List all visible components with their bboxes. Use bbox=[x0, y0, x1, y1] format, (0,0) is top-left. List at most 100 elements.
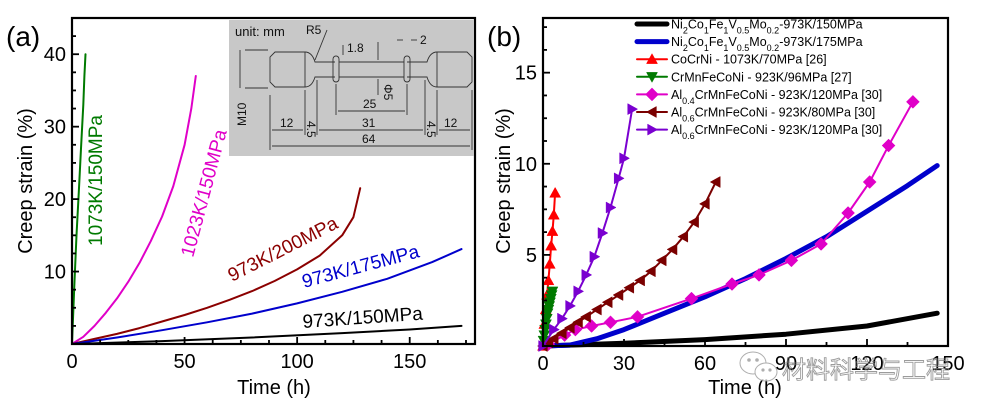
data-point-triangle-left bbox=[572, 316, 583, 329]
panel-b-axes: 0 30 60 90 120 150 5 10 15 bbox=[515, 16, 965, 375]
data-point-triangle-right bbox=[613, 172, 625, 185]
data-point-diamond bbox=[725, 277, 739, 291]
data-point-triangle-left bbox=[580, 310, 591, 323]
curve-label-973k-150: 973K/150MPa bbox=[302, 304, 424, 333]
data-point-triangle-left bbox=[666, 243, 678, 256]
y-tick-label: 10 bbox=[44, 262, 66, 284]
dim-gauge-diameter: Φ5 bbox=[381, 84, 395, 101]
watermark: 材料科学与工程 bbox=[739, 351, 950, 384]
panel-b: (b) 0 30 60 90 120 150 5 10 15 Ni2Co1Fe1V0.5Mo0.… bbox=[487, 16, 965, 399]
panel-b-label: (b) bbox=[487, 21, 521, 52]
legend-item: Ni2Co1Fe1V0.5Mo0.2-973K/175MPa bbox=[634, 35, 863, 53]
legend-item: CoCrNi - 1073K/70MPa [26] bbox=[636, 53, 827, 67]
legend-marker-diamond bbox=[645, 87, 659, 102]
panel-a-label: (a) bbox=[6, 21, 40, 52]
legend-item: Ni2Co1Fe1V0.5Mo0.2-973K/150MPa bbox=[634, 18, 863, 36]
data-point-diamond bbox=[603, 315, 618, 330]
plot-frame bbox=[541, 16, 950, 348]
data-point-triangle-up bbox=[546, 225, 559, 236]
data-point-triangle-left bbox=[612, 289, 624, 301]
inset-unit-label: unit: mm bbox=[235, 24, 285, 39]
dim-fillet-right: 4.5 bbox=[424, 121, 438, 138]
curve-label-973k-175: 973K/175MPa bbox=[300, 241, 422, 293]
panel-b-y-axis-title: Creep strain (%) bbox=[493, 108, 515, 254]
data-point-triangle-left bbox=[698, 197, 710, 210]
series-line-2 bbox=[71, 187, 362, 345]
panel-a-axes: 0 50 100 150 10 20 30 40 bbox=[44, 16, 477, 373]
legend-label: Al0.6CrMnFeCoNi - 923K/120MPa [30] bbox=[671, 123, 882, 141]
data-point-triangle-left bbox=[547, 332, 559, 345]
panel-a-curves bbox=[71, 53, 463, 345]
data-point-triangle-left bbox=[590, 303, 602, 316]
legend-label: Al0.6CrMnFeCoNi - 923K/80MPa [30] bbox=[671, 106, 875, 124]
dim-groove-width: 2 bbox=[420, 33, 427, 47]
panel-b-legend: Ni2Co1Fe1V0.5Mo0.2-973K/150MPaNi2Co1Fe1V… bbox=[634, 18, 882, 141]
data-point-triangle-left bbox=[563, 321, 575, 334]
panel-a: (a) 0 50 100 150 10 20 30 40 unit: mm bbox=[6, 16, 477, 399]
data-point-triangle-right bbox=[619, 152, 631, 165]
series-line-4 bbox=[547, 100, 914, 346]
data-point-diamond bbox=[584, 319, 599, 333]
curve-label-1023k: 1023K/150MPa bbox=[178, 127, 232, 259]
data-point-triangle-left bbox=[634, 274, 645, 287]
series-line-6 bbox=[542, 108, 634, 347]
legend-marker-triangle-up bbox=[646, 53, 658, 64]
legend-item: Al0.6CrMnFeCoNi - 923K/80MPa [30] bbox=[636, 106, 875, 124]
data-point-triangle-left bbox=[688, 216, 699, 229]
specimen-drawing bbox=[239, 29, 473, 150]
dim-middle-length: 31 bbox=[362, 116, 376, 130]
data-point-diamond bbox=[684, 291, 699, 306]
series-line-1 bbox=[71, 75, 197, 345]
y-tick-label: 30 bbox=[44, 117, 66, 139]
panel-a-y-axis-title: Creep strain (%) bbox=[15, 108, 37, 254]
x-tick-label: 120 bbox=[850, 353, 883, 375]
data-point-triangle-right bbox=[573, 285, 585, 298]
panel-a-x-axis-title: Time (h) bbox=[237, 377, 311, 399]
x-tick-label: 60 bbox=[694, 353, 716, 375]
data-point-triangle-up bbox=[549, 186, 562, 198]
data-point-triangle-right bbox=[589, 250, 601, 263]
data-point-triangle-right bbox=[627, 103, 639, 116]
data-point-diamond bbox=[752, 268, 766, 282]
data-point-diamond bbox=[814, 237, 828, 251]
legend-label: CrMnFeCoNi - 923K/96MPa [27] bbox=[671, 70, 852, 84]
curve-label-1073k: 1073K/150MPa bbox=[86, 115, 107, 246]
data-point-triangle-right bbox=[581, 269, 593, 281]
y-tick-label: 20 bbox=[44, 189, 66, 211]
legend-label: Ni2Co1Fe1V0.5Mo0.2-973K/175MPa bbox=[671, 35, 863, 53]
legend-label: Ni2Co1Fe1V0.5Mo0.2-973K/150MPa bbox=[671, 18, 863, 36]
data-point-diamond bbox=[841, 206, 855, 220]
series-line-0 bbox=[540, 310, 940, 349]
dim-grip-left: 12 bbox=[280, 116, 294, 130]
dim-total-length: 64 bbox=[362, 132, 376, 146]
legend-item: CrMnFeCoNi - 923K/96MPa [27] bbox=[636, 70, 852, 84]
panel-b-x-axis-title: Time (h) bbox=[708, 377, 782, 399]
data-point-triangle-up bbox=[545, 239, 558, 251]
legend-label: Al0.4CrMnFeCoNi - 923K/120MPa [30] bbox=[671, 88, 882, 106]
y-tick-label: 5 bbox=[526, 245, 537, 267]
legend-item: Al0.6CrMnFeCoNi - 923K/120MPa [30] bbox=[636, 123, 882, 141]
data-point-triangle-right bbox=[597, 227, 609, 239]
x-tick-label: 100 bbox=[280, 351, 313, 373]
dim-thread: M10 bbox=[235, 102, 249, 126]
watermark-text: 材料科学与工程 bbox=[782, 356, 950, 384]
data-point-triangle-down bbox=[546, 286, 559, 298]
legend-marker-triangle-down bbox=[646, 72, 658, 83]
data-point-triangle-up bbox=[543, 257, 556, 269]
y-tick-label: 10 bbox=[515, 154, 537, 176]
data-point-triangle-right bbox=[605, 201, 617, 214]
data-point-triangle-right bbox=[565, 299, 577, 312]
data-point-triangle-right bbox=[557, 312, 568, 325]
x-tick-label: 0 bbox=[537, 353, 548, 375]
legend-marker-triangle-right bbox=[647, 123, 659, 136]
panel-b-curves bbox=[536, 94, 940, 352]
data-point-diamond bbox=[906, 94, 920, 109]
legend-item: Al0.4CrMnFeCoNi - 923K/120MPa [30] bbox=[636, 87, 882, 106]
data-point-triangle-left bbox=[623, 281, 635, 294]
legend-marker-triangle-left bbox=[645, 106, 657, 118]
dim-collar-thickness: 1.8 bbox=[347, 41, 364, 55]
data-point-triangle-left bbox=[644, 265, 656, 278]
series-line-4 bbox=[71, 324, 463, 345]
x-tick-label: 50 bbox=[173, 351, 195, 373]
